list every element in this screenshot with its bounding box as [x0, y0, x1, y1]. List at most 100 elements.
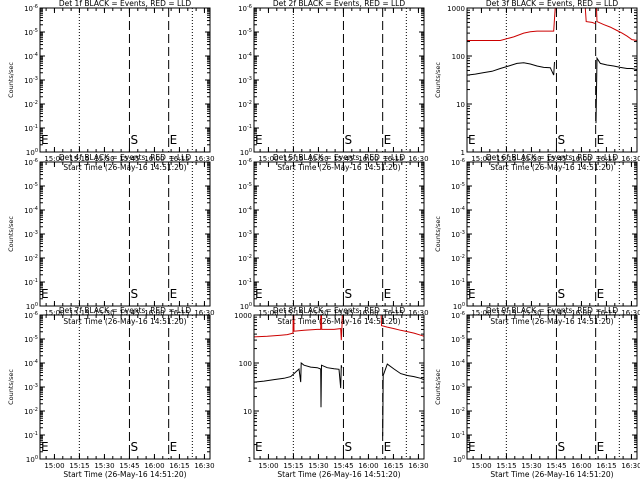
y-tick-label: 10-3 [451, 383, 465, 392]
marker-label-s: S [130, 287, 138, 301]
x-axis-label: Start Time (26-May-16 14:51:20) [490, 317, 613, 326]
y-tick-label: 10-4 [24, 206, 38, 215]
plot-frame [466, 161, 638, 307]
x-axis-label: Start Time (26-May-16 14:51:20) [490, 470, 613, 479]
x-tick-label: 16:00 [571, 155, 591, 163]
y-tick-label: 10-3 [24, 383, 38, 392]
x-tick-label: 16:15 [383, 462, 403, 470]
x-tick-label: 15:00 [44, 462, 64, 470]
x-tick-label: 15:30 [94, 309, 114, 317]
y-tick-label: 10-3 [24, 76, 38, 85]
x-tick-label: 16:15 [169, 155, 189, 163]
x-tick-label: 16:30 [408, 309, 428, 317]
marker-label-e: E [597, 133, 605, 147]
y-tick-label: 10-6 [451, 158, 465, 167]
y-tick-label: 1000 [234, 312, 252, 320]
y-axis-label: Counts/sec [434, 62, 442, 98]
y-tick-label: 10-2 [238, 100, 252, 109]
y-tick-label: 10-3 [24, 230, 38, 239]
y-tick-label: 10 [243, 408, 252, 416]
plot-frame [466, 7, 638, 153]
start-marker-label: E [41, 440, 49, 454]
x-tick-label: 16:15 [383, 309, 403, 317]
x-tick-label: 15:15 [69, 155, 89, 163]
events-line [254, 361, 343, 408]
lld-line [584, 8, 596, 25]
y-tick-label: 10-2 [451, 407, 465, 416]
panel-title: Det 2f BLACK = Events, RED = LLD [273, 0, 406, 8]
start-marker-label: E [468, 287, 476, 301]
y-tick-label: 10 [456, 101, 465, 109]
panel-title: Det 3f BLACK = Events, RED = LLD [486, 0, 619, 8]
y-axis-label: Counts/sec [434, 369, 442, 405]
marker-label-e: E [597, 287, 605, 301]
y-tick-label: 10-1 [451, 278, 465, 287]
x-tick-label: 15:15 [283, 309, 303, 317]
x-tick-label: 15:00 [471, 309, 491, 317]
plot-frame [39, 7, 211, 153]
y-tick-label: 10-4 [24, 359, 38, 368]
marker-label-e: E [170, 440, 178, 454]
x-axis-label: Start Time (26-May-16 14:51:20) [63, 163, 186, 172]
y-axis-label: Counts/sec [7, 369, 15, 405]
start-marker-label: E [468, 133, 476, 147]
y-tick-label: 10-6 [238, 4, 252, 13]
x-tick-label: 15:30 [308, 309, 328, 317]
y-tick-label: 10-1 [24, 431, 38, 440]
x-tick-label: 16:00 [144, 309, 164, 317]
marker-label-e: E [384, 440, 392, 454]
x-tick-label: 16:00 [144, 155, 164, 163]
x-tick-label: 15:45 [333, 155, 353, 163]
lld-line [596, 8, 637, 41]
y-tick-label: 10-5 [238, 182, 252, 191]
y-tick-label: 100 [240, 302, 252, 311]
y-tick-label: 10-6 [24, 311, 38, 320]
x-tick-label: 15:30 [521, 155, 541, 163]
y-tick-label: 1000 [447, 5, 465, 13]
y-tick-label: 10-2 [24, 100, 38, 109]
x-tick-label: 16:15 [596, 309, 616, 317]
events-line [595, 56, 637, 124]
x-tick-label: 15:00 [471, 462, 491, 470]
plot-frame [253, 314, 425, 460]
y-tick-label: 10-4 [451, 206, 465, 215]
y-tick-label: 10-6 [238, 158, 252, 167]
lld-line [254, 315, 294, 338]
y-axis-label: Counts/sec [434, 216, 442, 252]
x-tick-label: 16:30 [621, 309, 640, 317]
x-tick-label: 15:15 [496, 309, 516, 317]
x-tick-label: 15:45 [119, 155, 139, 163]
x-tick-label: 15:30 [94, 155, 114, 163]
y-tick-label: 10-5 [451, 335, 465, 344]
start-marker-label: E [255, 133, 263, 147]
x-tick-label: 15:15 [283, 155, 303, 163]
plot-frame [39, 314, 211, 460]
marker-label-e: E [384, 287, 392, 301]
y-tick-label: 10-6 [451, 311, 465, 320]
x-axis-label: Start Time (26-May-16 14:51:20) [490, 163, 613, 172]
x-tick-label: 16:30 [408, 462, 428, 470]
y-tick-label: 10-4 [451, 359, 465, 368]
y-tick-label: 1 [248, 456, 252, 464]
marker-label-s: S [344, 287, 352, 301]
x-axis-label: Start Time (26-May-16 14:51:20) [63, 470, 186, 479]
y-tick-label: 10-1 [238, 278, 252, 287]
x-tick-label: 15:45 [546, 462, 566, 470]
y-tick-label: 10-4 [238, 52, 252, 61]
x-tick-label: 16:00 [571, 462, 591, 470]
series-group [254, 315, 424, 437]
panel-title: Det 6f BLACK = Events, RED = LLD [486, 153, 619, 162]
lld-line [467, 8, 556, 41]
x-tick-label: 15:00 [44, 309, 64, 317]
x-tick-label: 16:00 [144, 462, 164, 470]
marker-label-e: E [597, 440, 605, 454]
x-tick-label: 16:00 [571, 309, 591, 317]
y-tick-label: 10-6 [24, 4, 38, 13]
x-tick-label: 15:15 [69, 462, 89, 470]
lld-line [293, 315, 322, 332]
start-marker-label: E [255, 287, 263, 301]
